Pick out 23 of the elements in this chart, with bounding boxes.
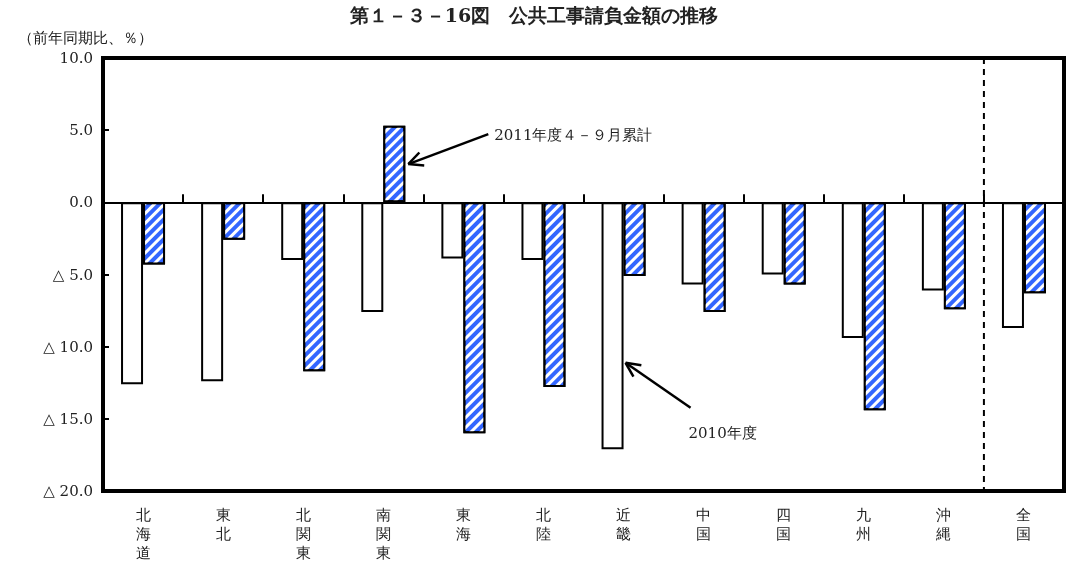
chart-title: 第１－３－16図 公共工事請負金額の推移 bbox=[348, 3, 719, 26]
x-tick-label: 近畿 bbox=[616, 505, 632, 543]
y-axis-title: （前年同期比、％） bbox=[18, 28, 153, 47]
y-tick-label: △ 20.0 bbox=[43, 482, 93, 500]
y-tick-label: 0.0 bbox=[69, 193, 93, 212]
x-tick-label: 北海道 bbox=[135, 505, 151, 562]
y-tick-label: 5.0 bbox=[69, 121, 93, 140]
y-tick-label: △ 5.0 bbox=[52, 265, 93, 284]
x-tick-label: 北陸 bbox=[535, 505, 551, 543]
x-tick-label: 南関東 bbox=[375, 505, 391, 562]
y-tick-label: △ 15.0 bbox=[43, 409, 93, 428]
x-tick-label: 北関東 bbox=[295, 505, 311, 562]
x-tick-label: 沖縄 bbox=[935, 505, 952, 543]
text: 2011年度４－９月累計 bbox=[494, 126, 653, 145]
y-tick-label: △ 10.0 bbox=[43, 337, 93, 356]
x-tick-label: 中国 bbox=[696, 505, 712, 543]
x-tick-label: 九州 bbox=[856, 505, 872, 543]
text: 2010年度 bbox=[688, 423, 757, 442]
x-tick-label: 四国 bbox=[776, 505, 792, 543]
x-tick-label: 東北 bbox=[215, 505, 231, 543]
x-tick-label: 全国 bbox=[1016, 505, 1032, 543]
y-tick-label: 10.0 bbox=[59, 49, 93, 67]
x-tick-label: 東海 bbox=[455, 505, 471, 543]
